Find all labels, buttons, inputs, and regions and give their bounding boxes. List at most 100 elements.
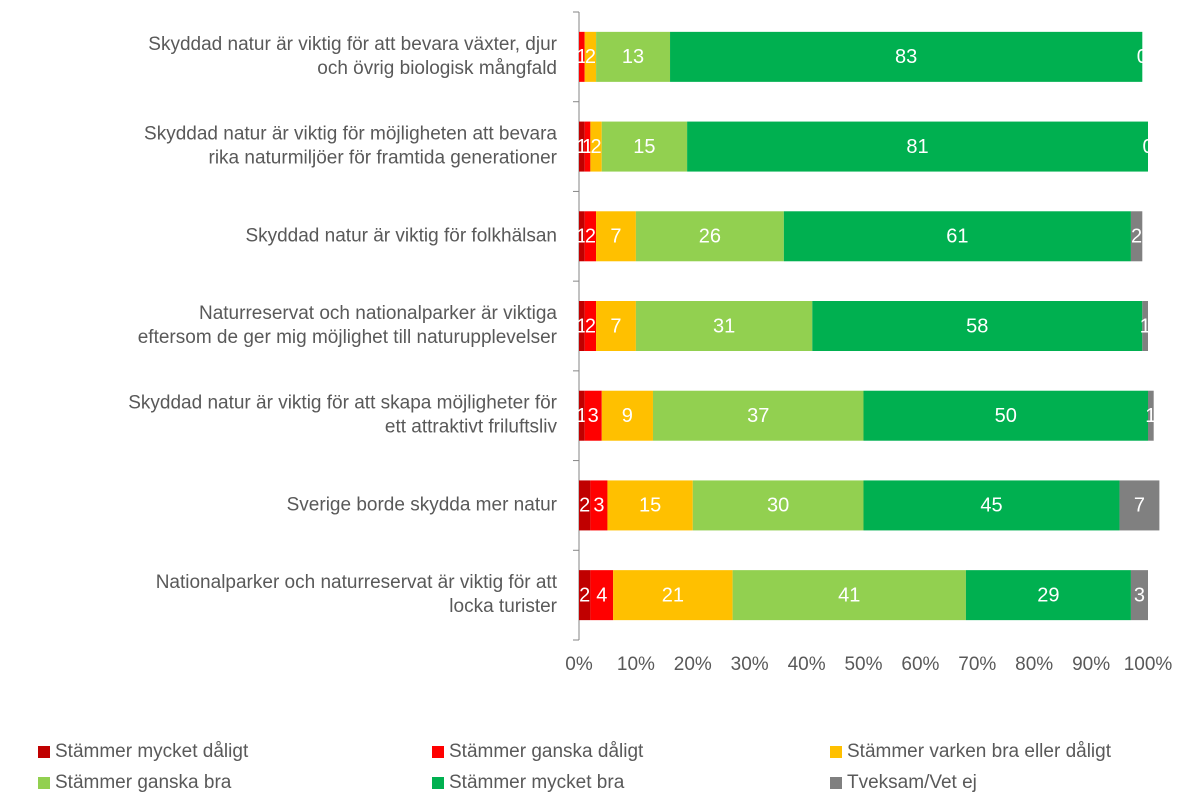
legend-label: Stämmer ganska bra: [55, 772, 232, 793]
legend-swatch: [830, 777, 842, 789]
x-tick-label: 60%: [901, 654, 939, 675]
category-label: Skyddad natur är viktig för möjligheten …: [144, 124, 558, 169]
bar-segment: [579, 480, 591, 531]
value-label: 30: [767, 495, 789, 517]
bar-segment: [1130, 570, 1148, 621]
category-label: Naturreservat och nationalparker är vikt…: [138, 303, 558, 348]
value-label: 3: [1134, 584, 1145, 606]
value-label: 26: [699, 226, 721, 248]
bar-segment: [692, 480, 864, 531]
legend-swatch: [38, 777, 50, 789]
bar-segment: [652, 390, 864, 441]
value-label: 1: [576, 136, 587, 158]
bar-segment: [812, 301, 1143, 351]
legend-swatch: [830, 746, 842, 758]
value-label: 81: [906, 136, 928, 158]
value-label: 3: [593, 495, 604, 517]
value-label: 83: [895, 46, 917, 68]
value-label: 2: [591, 136, 602, 158]
legend-label: Stämmer mycket bra: [449, 772, 625, 793]
x-tick-label: 30%: [731, 654, 769, 675]
value-label: 7: [610, 315, 621, 337]
bar-segment: [579, 31, 585, 82]
bar-segment: [596, 211, 636, 262]
value-label: 15: [639, 495, 661, 517]
value-label: 1: [1140, 315, 1151, 337]
bar-segment: [590, 570, 614, 621]
legend-label: Stämmer varken bra eller dåligt: [847, 741, 1112, 762]
bar-segment: [584, 31, 597, 82]
x-tick-label: 100%: [1124, 654, 1173, 675]
bar-segment: [584, 211, 597, 262]
x-tick-label: 50%: [844, 654, 882, 675]
bar-segment: [1142, 301, 1148, 351]
value-label: 3: [588, 405, 599, 427]
category-label: Sverige borde skydda mer natur: [287, 494, 558, 515]
value-label: 58: [966, 315, 988, 337]
x-tick-label: 0%: [565, 654, 593, 675]
value-label: 4: [596, 584, 607, 606]
value-label: 2: [579, 584, 590, 606]
value-label: 21: [662, 584, 684, 606]
bar-segment: [607, 480, 693, 531]
value-label: 15: [633, 136, 655, 158]
bar-segment: [863, 390, 1148, 441]
bar-segment: [601, 390, 653, 441]
legend-swatch: [38, 746, 50, 758]
bar-segment: [579, 211, 585, 262]
bar-segment: [670, 31, 1143, 82]
value-label: 61: [946, 226, 968, 248]
bar-segment: [1130, 211, 1143, 262]
value-label: 7: [610, 226, 621, 248]
category-label: Skyddad natur är viktig för att bevara v…: [148, 34, 557, 79]
value-label: 37: [747, 405, 769, 427]
bar-segment: [635, 301, 813, 351]
value-label: 2: [585, 46, 596, 68]
bar-segment: [596, 301, 636, 351]
bar-segment: [863, 480, 1120, 531]
value-label: 2: [585, 315, 596, 337]
value-label: 50: [995, 405, 1017, 427]
bar-segment: [1119, 480, 1160, 531]
bar-segment: [590, 121, 602, 172]
value-label: 0: [1137, 46, 1148, 68]
value-label: 1: [582, 136, 593, 158]
category-label: Skyddad natur är viktig för att skapa mö…: [128, 393, 557, 438]
bar-segment: [965, 570, 1131, 621]
bar-segment: [687, 121, 1148, 172]
legend-label: Stämmer ganska dåligt: [449, 741, 644, 762]
value-label: 41: [838, 584, 860, 606]
bar-segment: [732, 570, 966, 621]
bar-segment: [601, 121, 688, 172]
value-label: 2: [579, 495, 590, 517]
category-label: Nationalparker och naturreservat är vikt…: [156, 572, 558, 617]
legend-label: Tveksam/Vet ej: [847, 772, 977, 793]
value-label: 2: [585, 226, 596, 248]
value-label: 1: [576, 315, 587, 337]
bar-segment: [596, 31, 671, 82]
value-label: 45: [980, 495, 1002, 517]
bar-segment: [579, 301, 585, 351]
legend-label: Stämmer mycket dåligt: [55, 741, 249, 762]
value-label: 1: [1145, 405, 1156, 427]
value-label: 31: [713, 315, 735, 337]
value-label: 2: [1131, 226, 1142, 248]
bar-segment: [579, 570, 591, 621]
value-label: 0: [1142, 136, 1153, 158]
value-label: 1: [576, 226, 587, 248]
bar-segment: [579, 121, 585, 172]
x-tick-label: 80%: [1015, 654, 1053, 675]
bar-segment: [635, 211, 784, 262]
category-label: Skyddad natur är viktig för folkhälsan: [245, 225, 557, 246]
value-label: 7: [1134, 495, 1145, 517]
value-label: 1: [576, 46, 587, 68]
value-label: 9: [622, 405, 633, 427]
bar-segment: [783, 211, 1131, 262]
x-tick-label: 40%: [788, 654, 826, 675]
x-tick-label: 10%: [617, 654, 655, 675]
legend-swatch: [432, 746, 444, 758]
legend-swatch: [432, 777, 444, 789]
bar-segment: [579, 390, 585, 441]
value-label: 1: [576, 405, 587, 427]
